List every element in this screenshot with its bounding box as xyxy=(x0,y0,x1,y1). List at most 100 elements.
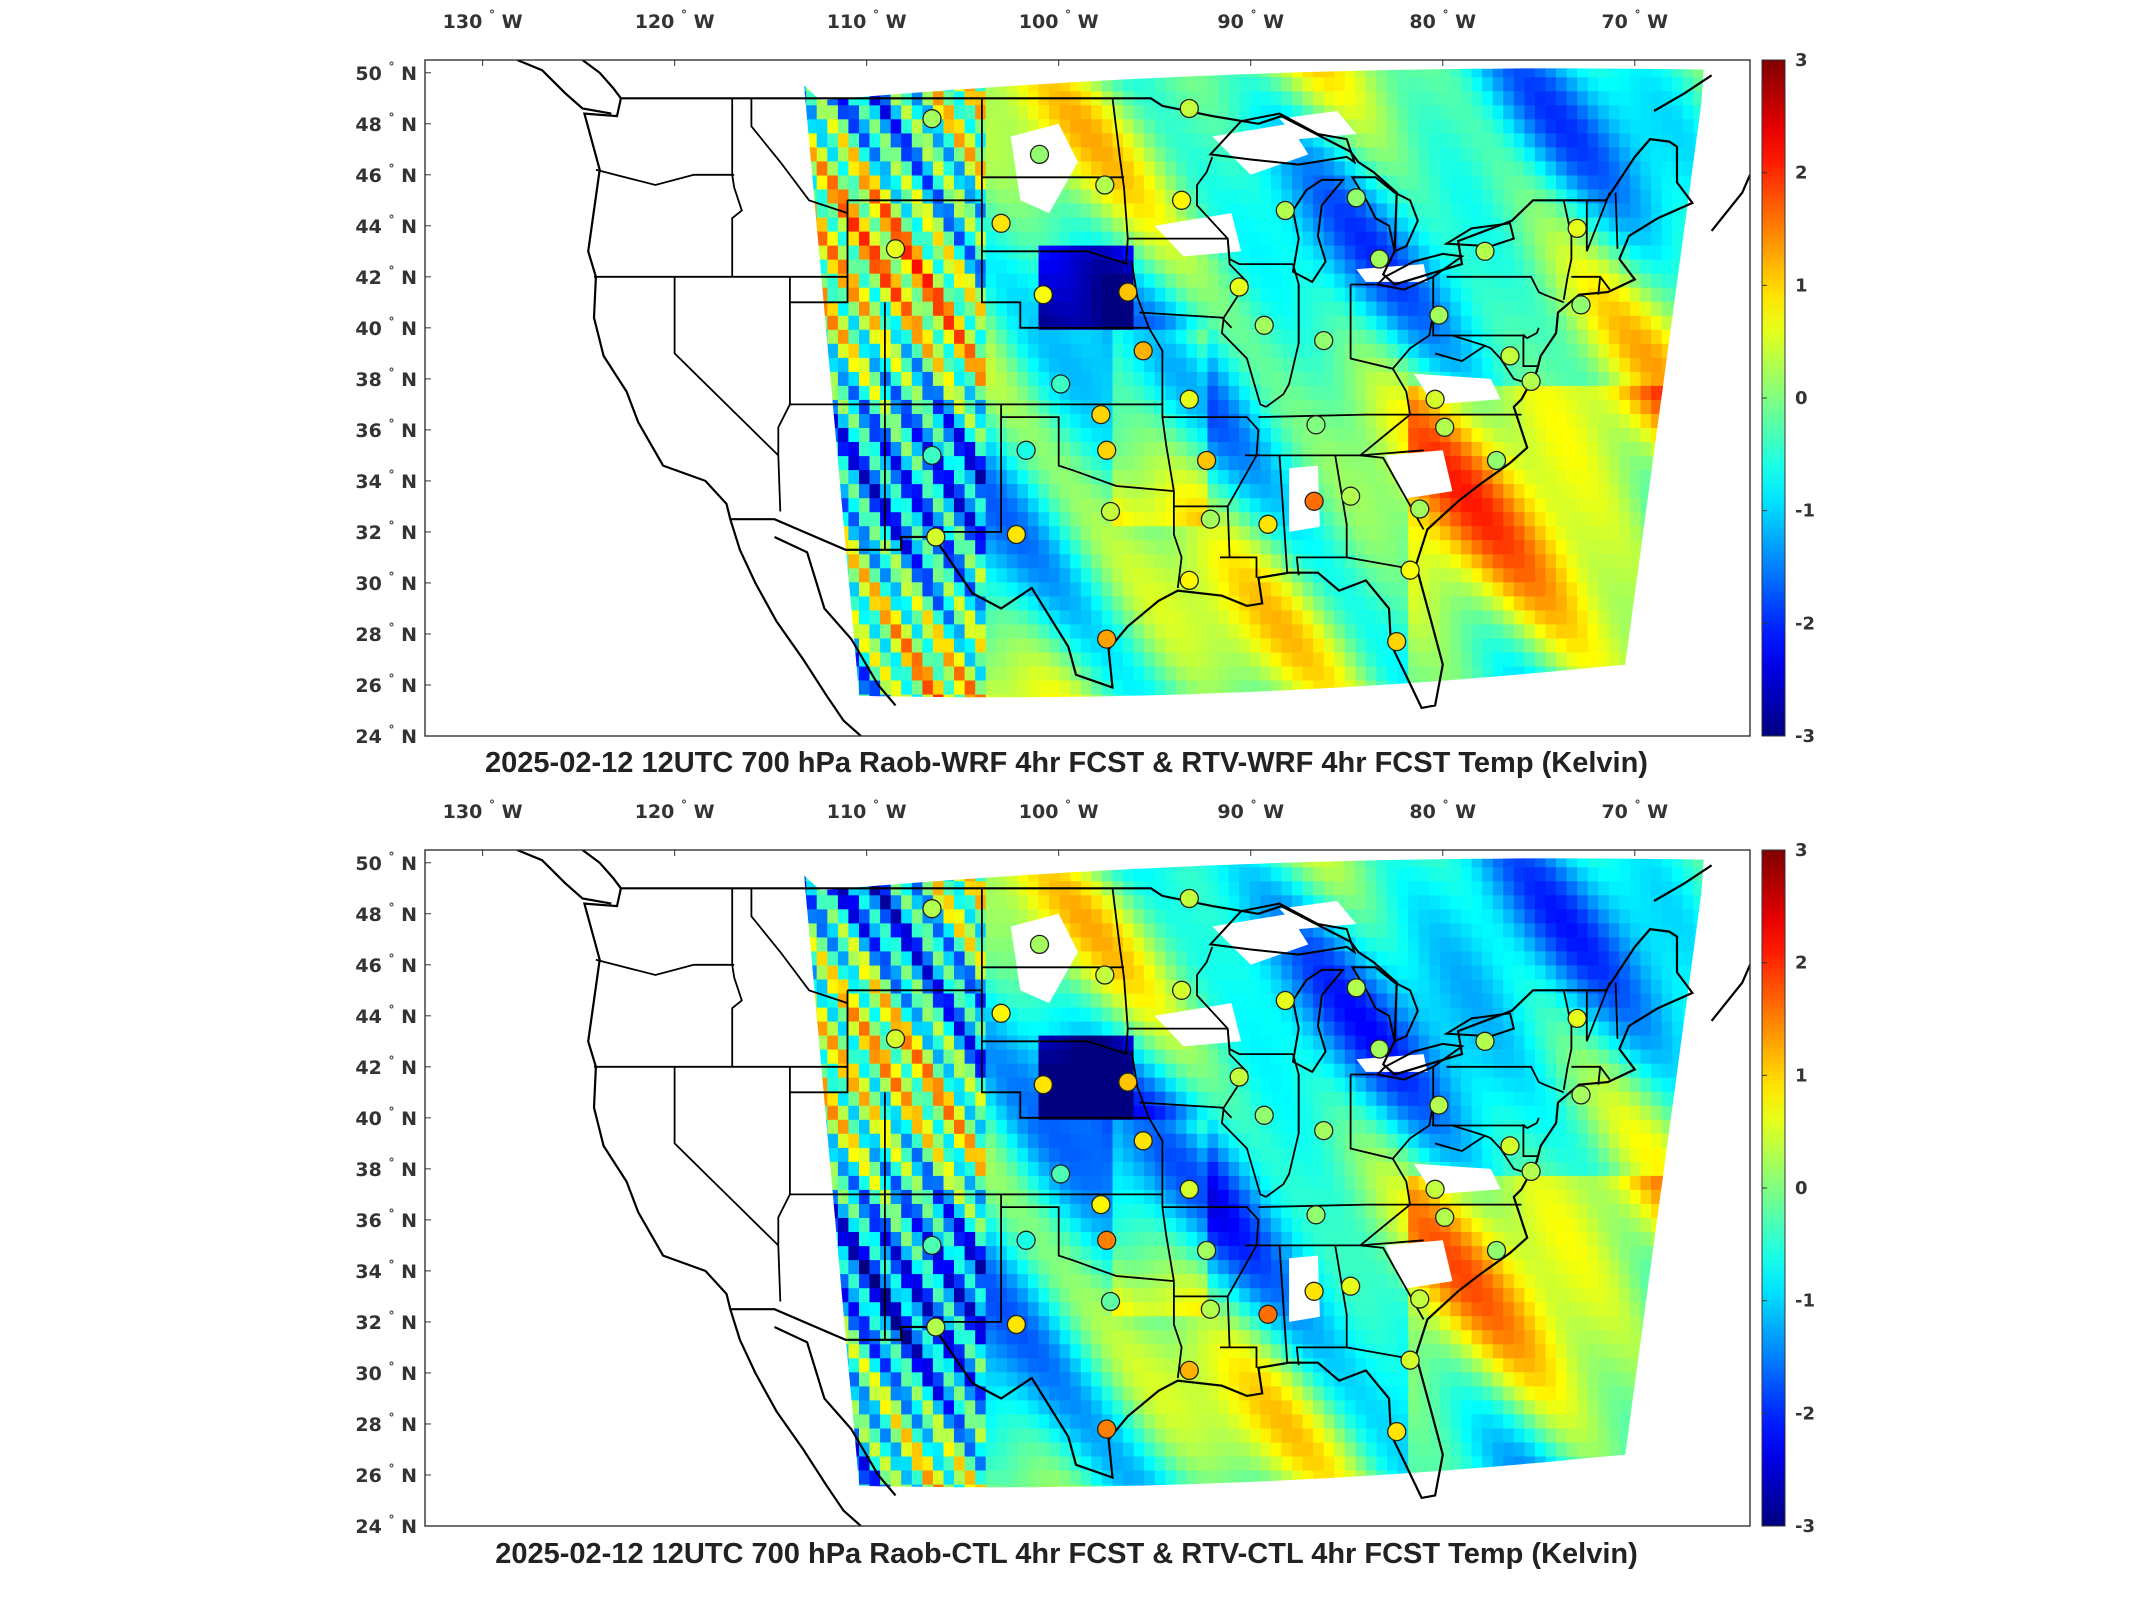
lat-tick-label: 48 ° N xyxy=(355,901,417,926)
state-border xyxy=(1522,1117,1540,1158)
lon-tick-label: 70 ° W xyxy=(1601,8,1668,33)
state-border xyxy=(1278,1245,1289,1363)
coastline xyxy=(516,850,612,905)
raob-station-marker xyxy=(1196,450,1217,471)
state-border xyxy=(777,1066,791,1302)
state-border xyxy=(1278,455,1289,573)
state-border xyxy=(1139,311,1233,329)
state-border xyxy=(1258,413,1411,418)
state-border xyxy=(1139,1101,1233,1119)
lat-tick-label: 50 ° N xyxy=(355,60,417,85)
lake-outline xyxy=(1375,252,1465,291)
lat-tick-label: 38 ° N xyxy=(355,1156,417,1181)
raob-station-marker xyxy=(1429,305,1449,325)
state-border xyxy=(1434,1134,1486,1152)
raob-station-marker xyxy=(1435,417,1455,437)
colorbar-tick-label: -2 xyxy=(1795,613,1815,634)
lat-tick-label: 26 ° N xyxy=(355,1462,417,1487)
map-area xyxy=(516,60,1750,736)
missing-data-area xyxy=(1154,213,1242,257)
colorbar-tick-label: -1 xyxy=(1795,1291,1815,1312)
missing-data-area xyxy=(1212,913,1309,965)
state-border xyxy=(1446,1065,1565,1094)
lake-outline xyxy=(1350,176,1419,253)
colorbar-tick-label: -3 xyxy=(1795,726,1815,745)
raob-station-marker xyxy=(1006,524,1027,545)
raob-station-marker xyxy=(1133,1131,1153,1151)
lat-tick-label: 40 ° N xyxy=(355,315,417,340)
raob-station-marker xyxy=(1095,965,1115,985)
raob-station-marker xyxy=(1091,1194,1111,1215)
state-border xyxy=(1111,888,1129,1055)
lat-tick-label: 42 ° N xyxy=(355,264,417,289)
state-border xyxy=(1597,276,1602,295)
raob-station-marker xyxy=(1314,1120,1334,1141)
raob-station-marker xyxy=(1200,1299,1221,1319)
lat-tick-label: 50 ° N xyxy=(355,850,417,875)
map-panel-raob-wrf: 130 ° W 120 ° W 110 ° W 100 ° W 90 ° W 80 ° W… xyxy=(0,0,2133,790)
colorbar-tick-label: 3 xyxy=(1795,840,1808,861)
coastline xyxy=(516,60,612,115)
raob-station-marker xyxy=(1095,175,1115,195)
state-border xyxy=(1265,1053,1300,1198)
colorbar-tick-label: -2 xyxy=(1795,1403,1815,1424)
state-border xyxy=(981,98,1149,329)
raob-station-marker xyxy=(1521,371,1541,392)
coastline xyxy=(581,60,622,99)
state-border xyxy=(1359,413,1522,457)
coastline xyxy=(1710,964,1750,1022)
lake-outline xyxy=(1208,902,1357,956)
raob-station-marker xyxy=(1006,1314,1027,1335)
state-border xyxy=(1173,491,1183,589)
state-border xyxy=(1220,1028,1267,1198)
raob-station-marker xyxy=(1275,200,1295,221)
colorbar-tick-label: 1 xyxy=(1795,275,1808,296)
raob-station-marker xyxy=(1314,330,1334,351)
raob-station-marker xyxy=(1346,978,1366,998)
raob-station-marker xyxy=(1387,1421,1407,1442)
raob-station-marker xyxy=(1179,1179,1199,1199)
raob-station-marker xyxy=(922,109,942,129)
lat-tick-label: 28 ° N xyxy=(355,1411,417,1436)
colorbar-tick-label: 1 xyxy=(1795,1065,1808,1086)
raob-station-marker xyxy=(1567,218,1587,239)
raob-station-marker xyxy=(1029,144,1050,165)
raob-station-marker xyxy=(1500,346,1520,366)
lat-tick-label: 30 ° N xyxy=(355,570,417,595)
coastline xyxy=(1653,864,1713,902)
missing-data-area xyxy=(1212,123,1309,175)
raob-station-marker xyxy=(1200,509,1221,529)
missing-data-area xyxy=(1010,913,1078,1004)
raob-station-marker xyxy=(1400,1350,1420,1370)
raob-station-marker xyxy=(1346,188,1366,208)
state-border xyxy=(1446,275,1565,304)
temperature-difference-field xyxy=(804,68,1704,698)
state-border xyxy=(1432,1066,1526,1127)
lon-tick-label: 110 ° W xyxy=(827,8,907,33)
figure-title: 2025-02-12 12UTC 700 hPa Raob-CTL 4hr FC… xyxy=(495,1538,1638,1570)
state-border xyxy=(1597,1066,1602,1085)
raob-station-marker xyxy=(1229,277,1249,297)
raob-station-marker xyxy=(1425,1179,1445,1199)
raob-station-marker xyxy=(1500,1136,1520,1156)
coastline xyxy=(729,1308,862,1526)
state-border xyxy=(1196,156,1293,266)
lat-tick-label: 36 ° N xyxy=(355,417,417,442)
state-border xyxy=(595,168,735,186)
raob-station-marker xyxy=(1571,295,1591,315)
state-border xyxy=(1452,1124,1522,1173)
raob-station-marker xyxy=(1410,1289,1430,1309)
coastline xyxy=(774,1326,897,1497)
state-border xyxy=(1220,238,1267,408)
raob-station-marker xyxy=(1171,190,1192,210)
state-border xyxy=(750,888,848,1004)
raob-station-marker xyxy=(1229,1067,1249,1087)
raob-station-marker xyxy=(1258,514,1278,534)
country-outline xyxy=(582,887,1695,1500)
state-border xyxy=(1360,1244,1425,1320)
lon-tick-label: 80 ° W xyxy=(1409,798,1476,823)
lon-tick-label: 120 ° W xyxy=(635,798,715,823)
map-figure: 130 ° W 120 ° W 110 ° W 100 ° W 90 ° W 80 ° W… xyxy=(355,798,1815,1535)
raob-station-marker xyxy=(1033,285,1053,305)
raob-station-marker xyxy=(922,445,942,466)
